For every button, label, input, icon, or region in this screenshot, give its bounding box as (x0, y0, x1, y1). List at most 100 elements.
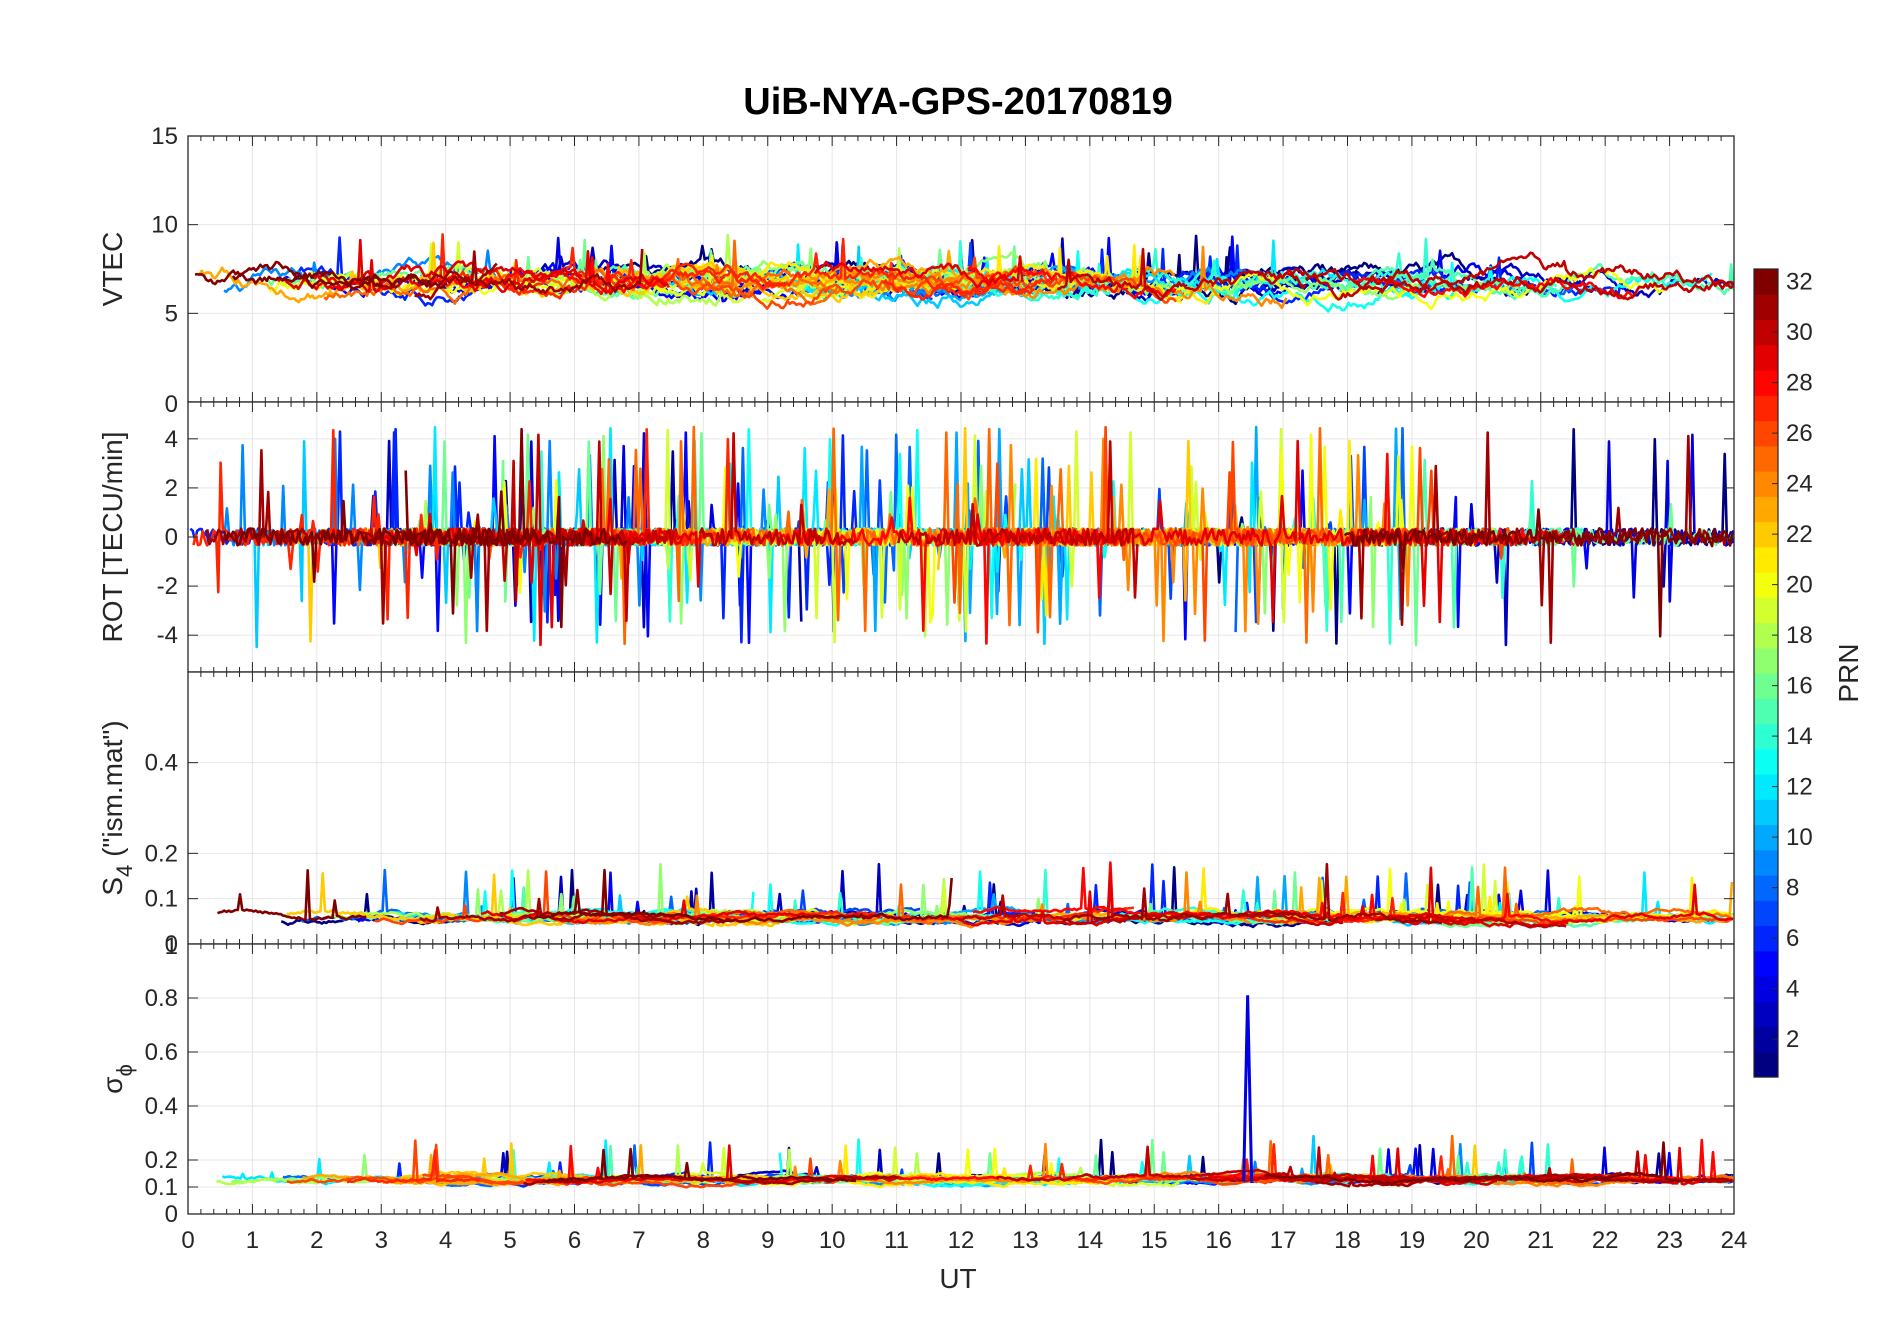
x-tick-label: 15 (1141, 1227, 1168, 1254)
x-tick-label: 2 (310, 1227, 323, 1254)
colorbar-tick-label: 18 (1786, 622, 1813, 649)
colorbar-swatch (1754, 294, 1778, 321)
series-prn-27 (882, 279, 1035, 301)
series-prn-29 (311, 238, 668, 296)
colorbar-tick-label: 20 (1786, 572, 1813, 599)
series-prn-30 (1376, 914, 1567, 929)
series-prn-22 (617, 265, 881, 304)
x-tick-label: 6 (568, 1227, 581, 1254)
y-tick-label: 5 (165, 300, 178, 327)
panel-rot: -4 -2 0 2 4 0 ROT [TECU/min] (97, 391, 1735, 673)
y-tick-label: 2 (165, 475, 178, 502)
colorbar-tick-label: 24 (1786, 471, 1813, 498)
colorbar-label: PRN (1833, 643, 1864, 702)
series-prn-32 (542, 1147, 857, 1183)
series-prn-30 (957, 894, 1344, 927)
series-prn-32 (217, 869, 367, 922)
series-prn-32 (222, 427, 530, 583)
series-group (215, 995, 1734, 1189)
colorbar-tick-label: 2 (1786, 1026, 1799, 1053)
y-tick-label: 0.4 (145, 1093, 178, 1120)
chart-title: UiB-NYA-GPS-20170819 (743, 81, 1172, 123)
y-axis-label: σϕ (97, 1064, 137, 1094)
series-prn-30 (897, 440, 1139, 599)
x-tick-label: 7 (632, 1227, 645, 1254)
y-label-sub: 4 (112, 865, 137, 877)
colorbar-swatch (1754, 395, 1778, 422)
series-prn-25 (323, 239, 843, 305)
colorbar-tick-label: 14 (1786, 723, 1813, 750)
y-tick-label: 0.1 (145, 1174, 178, 1201)
colorbar-tick-label: 4 (1786, 976, 1799, 1003)
x-tick-label: 22 (1592, 1227, 1619, 1254)
y-tick-label: 15 (151, 123, 178, 150)
series-prn-30 (698, 432, 857, 547)
y-tick-label: -2 (157, 573, 178, 600)
colorbar-swatch (1754, 344, 1778, 371)
series-group (194, 233, 1734, 313)
colorbar-swatch (1754, 597, 1778, 624)
y-tick-label: 0.2 (145, 1147, 178, 1174)
y-label-sub: ϕ (112, 1064, 137, 1076)
x-tick-label: 14 (1076, 1227, 1103, 1254)
colorbar-tick-label: 6 (1786, 925, 1799, 952)
series-prn-27 (346, 1149, 481, 1184)
x-tick-label: 13 (1012, 1227, 1039, 1254)
colorbar-tick-label: 16 (1786, 673, 1813, 700)
x-tick-label: 0 (181, 1227, 194, 1254)
y-label-main: σ (97, 1077, 128, 1094)
series-prn-29 (1403, 866, 1734, 929)
colorbar-tick-label: 8 (1786, 875, 1799, 902)
x-tick-label: 4 (439, 1227, 452, 1254)
x-axis-label: UT (939, 1263, 976, 1294)
y-tick-label: 4 (165, 426, 178, 453)
y-axis-label: VTEC (97, 232, 128, 307)
y-tick-label: 0 (165, 931, 178, 958)
x-tick-label: 23 (1656, 1227, 1683, 1254)
x-tick-label: 9 (761, 1227, 774, 1254)
colorbar-tick-label: 12 (1786, 774, 1813, 801)
series-prn-32 (1343, 508, 1734, 638)
x-tick-label: 20 (1463, 1227, 1490, 1254)
colorbar-tick-label: 32 (1786, 269, 1813, 296)
colorbar-tick-label: 28 (1786, 370, 1813, 397)
y-tick-label: 0.8 (145, 985, 178, 1012)
x-tick-label: 1 (246, 1227, 259, 1254)
series-prn-32 (1264, 1141, 1680, 1185)
peak-prn-4 (1242, 995, 1254, 1182)
colorbar-swatch (1754, 496, 1778, 523)
y-tick-label: 0.4 (145, 750, 178, 777)
y-label-main: S (97, 877, 128, 896)
x-tick-label: 11 (884, 1227, 909, 1254)
series-prn-32 (194, 260, 384, 289)
panel-vtec: 5 10 15 VTEC (97, 123, 1735, 403)
series-group (217, 861, 1734, 929)
colorbar-swatch (1754, 950, 1778, 977)
y-tick-label: 0.6 (145, 1039, 178, 1066)
y-tick-label: -4 (157, 622, 178, 649)
colorbar-tick-label: 30 (1786, 319, 1813, 346)
x-tick-label: 10 (819, 1227, 846, 1254)
colorbar-swatch (1754, 799, 1778, 826)
y-tick-label: 0 (165, 524, 178, 551)
x-tick-label: 17 (1270, 1227, 1297, 1254)
y-label-tail: ("ism.mat") (97, 720, 128, 864)
y-tick-label-top: 1 (165, 933, 178, 960)
series-prn-28 (1353, 276, 1635, 300)
colorbar-swatch (1754, 546, 1778, 573)
series-group (189, 425, 1734, 649)
colorbar-swatch (1754, 445, 1778, 472)
series-prn-32 (534, 868, 953, 923)
y-tick-label: 0.1 (145, 886, 178, 913)
x-tick-label: 24 (1721, 1227, 1748, 1254)
colorbar-swatch (1754, 748, 1778, 775)
colorbar-swatch (1754, 900, 1778, 927)
x-tick-label: 5 (503, 1227, 516, 1254)
x-tick-label: 18 (1334, 1227, 1361, 1254)
x-tick-label: 8 (697, 1227, 710, 1254)
y-tick-label-top: 0 (165, 391, 178, 418)
series-prn-29 (277, 260, 583, 292)
y-axis-label: S4 ("ism.mat") (97, 720, 137, 895)
